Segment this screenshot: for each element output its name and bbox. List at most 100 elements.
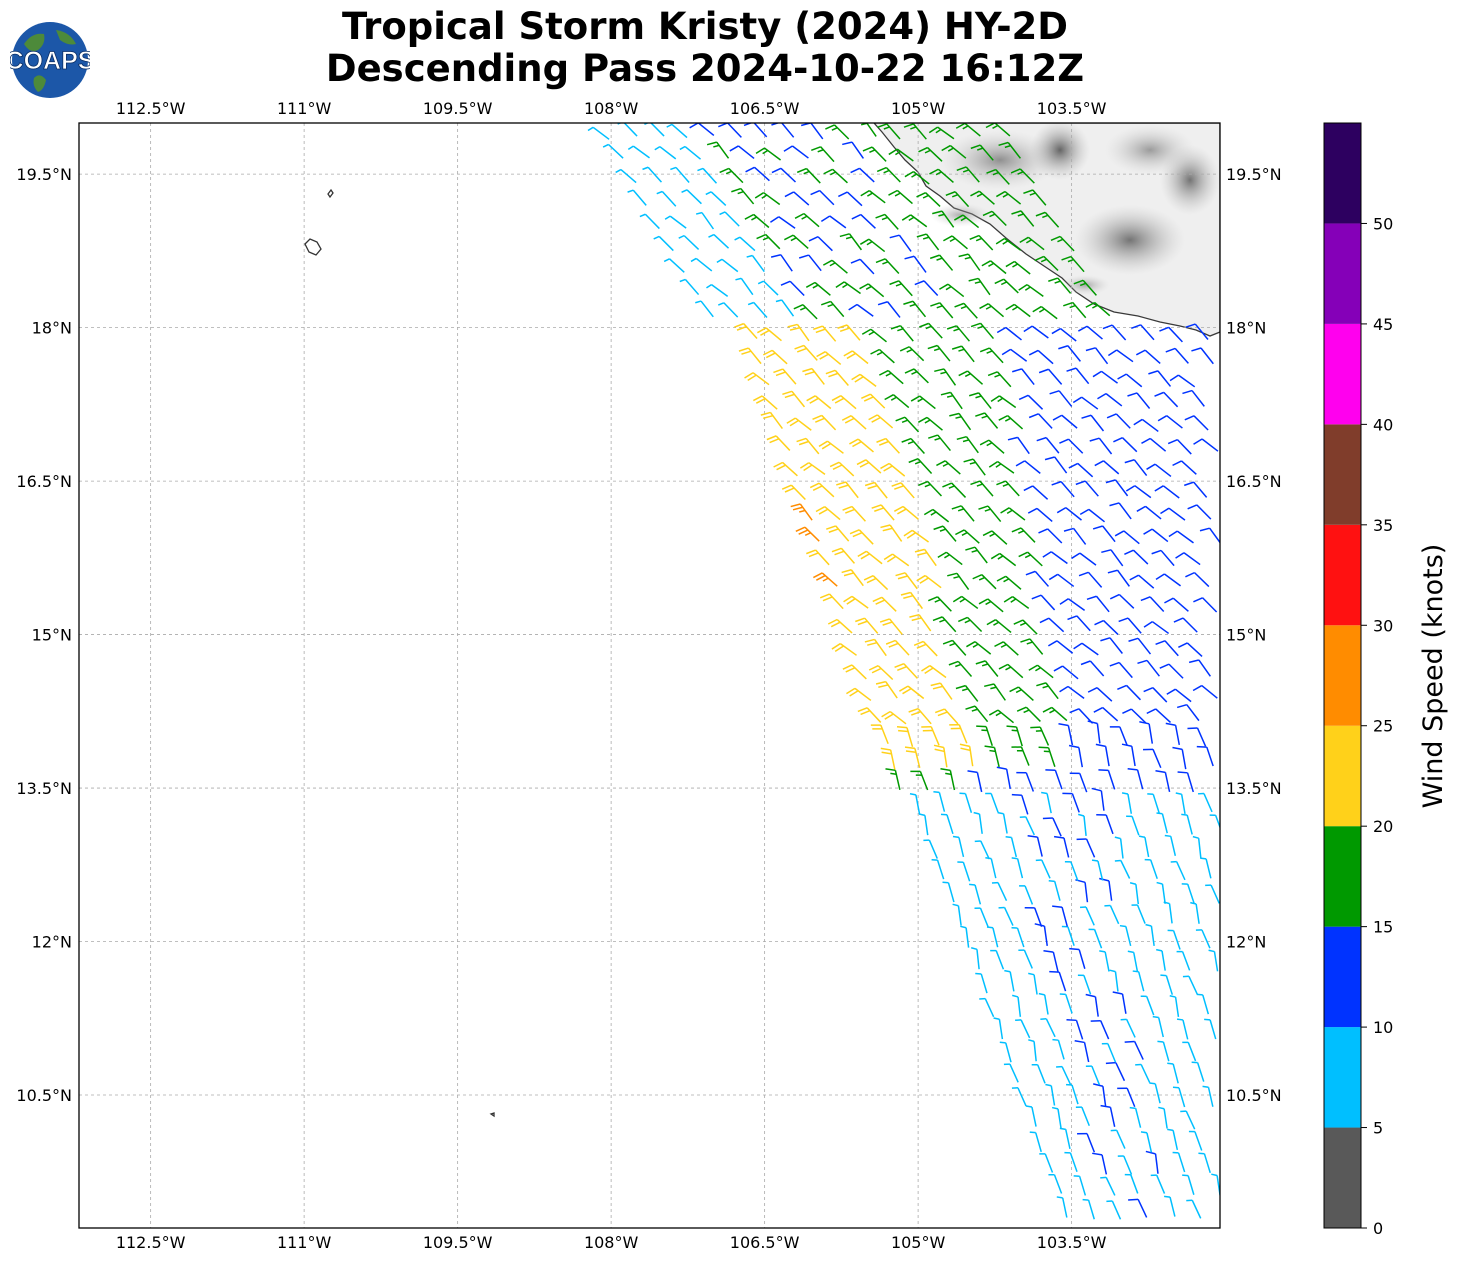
wind-barb [1038, 746, 1056, 768]
wind-barb [1128, 1198, 1148, 1218]
wind-barb [627, 189, 647, 206]
wind-barb [1131, 904, 1146, 924]
wind-barb [1167, 929, 1181, 950]
coaps-logo: COAPS [10, 22, 90, 98]
wind-barb [1079, 906, 1095, 926]
wind-barb [744, 372, 770, 386]
wind-barb [877, 123, 901, 140]
wind-barb [697, 167, 718, 184]
wind-barb [968, 277, 991, 296]
wind-barb [1059, 993, 1073, 1014]
wind-barb [985, 792, 999, 813]
wind-barb [822, 259, 848, 274]
wind-barb [979, 347, 1004, 364]
wind-barb [1042, 706, 1068, 722]
wind-barb [901, 214, 928, 228]
wind-barb [1059, 438, 1084, 454]
wind-barb [1120, 1018, 1136, 1038]
wind-barb [1169, 374, 1196, 388]
wind-barb [888, 148, 914, 162]
colorbar-bin-0-5 [1324, 1127, 1361, 1228]
colorbar-bin-45-50 [1324, 223, 1361, 324]
wind-barb [945, 191, 970, 208]
wind-barb [1072, 396, 1099, 410]
wind-barb [706, 283, 729, 297]
wind-barb [923, 508, 950, 523]
wind-barb [754, 192, 781, 206]
wind-barb [798, 254, 822, 272]
wind-barb [1127, 768, 1144, 790]
wind-barb [1145, 923, 1155, 946]
wind-barb [1157, 415, 1183, 429]
wind-barb [941, 144, 967, 159]
wind-barb [963, 458, 986, 476]
wind-barb [738, 347, 762, 365]
wind-barb [984, 683, 1006, 701]
wind-barb [894, 663, 918, 679]
colorbar-tick-label-20: 20 [1373, 817, 1393, 836]
wind-barb [966, 641, 992, 655]
wind-barb [1202, 1085, 1214, 1107]
wind-barb [1097, 392, 1123, 407]
wind-barb [1105, 1061, 1126, 1082]
wind-barb [1050, 235, 1075, 252]
wind-barb [1078, 813, 1087, 836]
wind-barb [952, 595, 979, 610]
wind-barb [602, 143, 624, 159]
lat-label-left-4: 13.5°N [16, 779, 72, 798]
wind-barb [839, 233, 863, 251]
wind-barb [820, 300, 845, 318]
wind-barb [996, 326, 1022, 341]
wind-barb [954, 302, 978, 319]
wind-barb [771, 167, 797, 183]
wind-barb [1048, 573, 1075, 588]
wind-barb [1093, 706, 1119, 722]
wind-barb [940, 391, 963, 410]
wind-barb [881, 710, 907, 725]
wind-barb [908, 458, 933, 474]
wind-barb [1138, 835, 1150, 858]
wind-barb [965, 546, 988, 564]
wind-barb [953, 214, 980, 229]
wind-barb [903, 300, 927, 318]
wind-barb [859, 238, 886, 253]
wind-barb [942, 881, 955, 903]
wind-barb [587, 126, 610, 140]
wind-barb [940, 813, 954, 835]
wind-barb [932, 616, 957, 633]
wind-barb [1114, 530, 1140, 545]
wind-barb [734, 236, 756, 252]
axis-tick-labels: 112.5°W 112.5°W 111°W 111°W 109.5°W 109.5°W 10… [16, 99, 1281, 1252]
wind-barb [1053, 835, 1070, 858]
wind-barb [923, 839, 938, 859]
wind-barb [1109, 969, 1119, 992]
wind-barb [1031, 594, 1056, 611]
wind-barb [1141, 437, 1167, 452]
wind-barb [970, 480, 994, 497]
wind-barb [942, 639, 967, 656]
colorbar-tick-label-30: 30 [1373, 616, 1393, 635]
wind-barb [1106, 413, 1131, 429]
colorbar-bins [1324, 123, 1361, 1228]
wind-barb [1198, 1152, 1211, 1174]
wind-barb [806, 549, 830, 566]
wind-barb [883, 553, 910, 567]
wind-barb [988, 709, 1015, 724]
wind-barb [872, 596, 897, 612]
wind-barbs [587, 123, 1220, 1220]
wind-barb [756, 327, 782, 342]
wind-barb [1077, 974, 1092, 995]
wind-barb [1185, 323, 1209, 341]
wind-barb [864, 638, 887, 657]
wind-barb [928, 434, 951, 452]
wind-barb [813, 572, 838, 587]
wind-barb [996, 575, 1022, 590]
wind-barb [1127, 392, 1151, 409]
wind-barb [1107, 349, 1134, 363]
wind-barb [1129, 882, 1140, 905]
wind-barb [615, 168, 637, 184]
wind-barb [1063, 301, 1087, 319]
wind-barb [855, 617, 879, 634]
wind-barb [780, 280, 805, 297]
wind-barb [1140, 1131, 1153, 1153]
